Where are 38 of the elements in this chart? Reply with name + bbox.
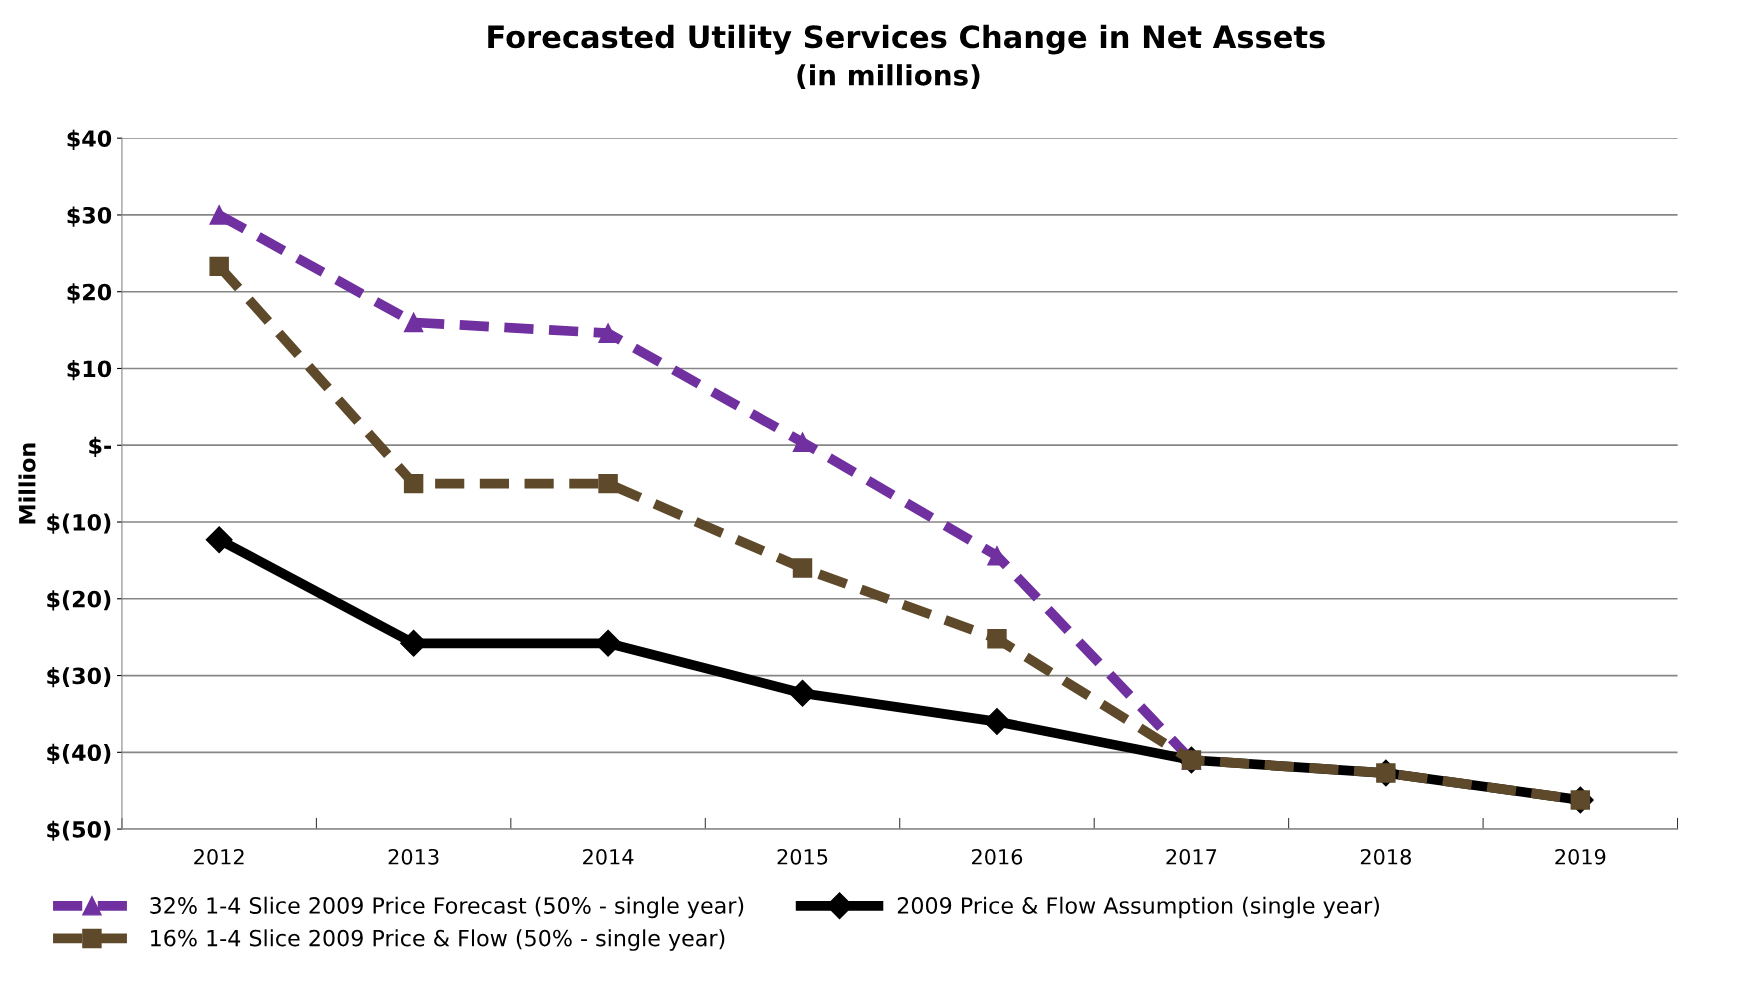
x-tick-label: 2018 [1360, 848, 1411, 865]
y-tick-label: $(50) [47, 820, 111, 841]
point [209, 205, 229, 225]
point [792, 558, 813, 578]
point [598, 323, 618, 343]
x-tick-label: 2019 [1555, 848, 1606, 865]
y-tick-label: $- [89, 436, 112, 457]
point [789, 679, 816, 707]
point [987, 628, 1007, 649]
point [403, 312, 424, 333]
x-tick-label: 2016 [971, 848, 1023, 865]
x-tick-label: 2012 [194, 848, 244, 865]
x-tick-label: 2014 [583, 848, 634, 865]
chart-subtitle: (in millions) [797, 64, 980, 89]
legend-label: 16% 1-4 Slice 2009 Price & Flow (50% - single year) [151, 929, 725, 951]
y-tick-label: $(30) [47, 667, 111, 688]
y-tick-label: $30 [67, 206, 112, 227]
legend-label: 2009 Price & Flow Assumption (single year) [897, 896, 1379, 919]
point [205, 526, 233, 554]
y-tick-label: $(40) [47, 743, 111, 765]
point [403, 473, 424, 494]
point [598, 473, 618, 494]
y-axis-title: Million [18, 443, 36, 524]
y-tick-label: $(10) [47, 513, 111, 534]
point [987, 546, 1007, 566]
point [1376, 763, 1396, 783]
chart-title: Forecasted Utility Services Change in Net Assets [488, 24, 1325, 55]
x-tick-label: 2015 [777, 848, 828, 865]
legend-label: 32% 1-4 Slice 2009 Price Forecast (50% - single year) [150, 896, 744, 919]
point [209, 256, 229, 277]
y-tick-label: $(20) [47, 590, 111, 611]
point [983, 708, 1011, 736]
y-tick-label: $20 [67, 283, 112, 304]
y-tick-label: $10 [67, 360, 112, 381]
x-tick-label: 2013 [388, 848, 439, 865]
x-tick-label: 2017 [1166, 848, 1217, 865]
y-tick-label: $40 [67, 129, 112, 150]
point [792, 432, 813, 452]
